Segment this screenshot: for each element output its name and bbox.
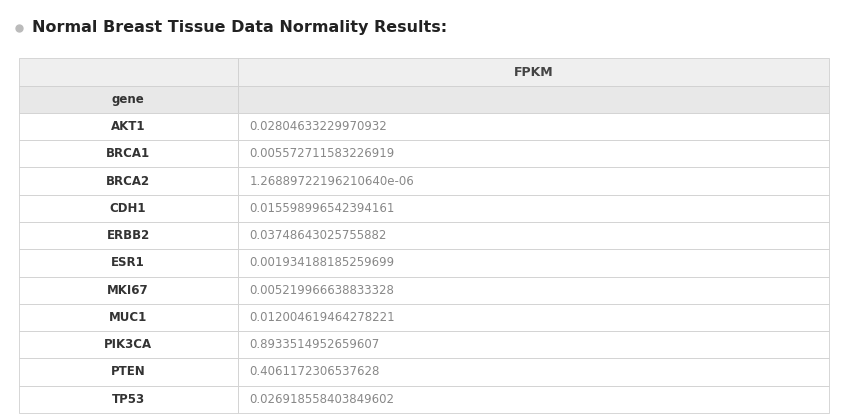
Bar <box>237 85 829 113</box>
Bar <box>237 249 829 276</box>
Text: CDH1: CDH1 <box>110 202 147 215</box>
Bar <box>237 386 829 413</box>
Bar <box>19 249 237 276</box>
Text: 0.012004619464278221: 0.012004619464278221 <box>249 311 395 324</box>
Text: PIK3CA: PIK3CA <box>104 338 152 351</box>
Text: TP53: TP53 <box>112 393 145 406</box>
Bar <box>237 276 829 304</box>
Text: BRCA1: BRCA1 <box>106 147 150 160</box>
Text: ERBB2: ERBB2 <box>107 229 150 242</box>
Text: MKI67: MKI67 <box>108 284 149 296</box>
Text: 0.4061172306537628: 0.4061172306537628 <box>249 365 380 379</box>
Bar <box>237 331 829 358</box>
Bar <box>19 85 237 113</box>
Bar <box>19 304 237 331</box>
Bar <box>19 358 237 386</box>
Text: ESR1: ESR1 <box>111 256 145 269</box>
Text: gene: gene <box>112 93 144 106</box>
Text: 0.005219966638833328: 0.005219966638833328 <box>249 284 394 296</box>
Bar <box>19 386 237 413</box>
Bar <box>237 140 829 168</box>
Text: 1.26889722196210640e-06: 1.26889722196210640e-06 <box>249 175 415 188</box>
Bar <box>237 168 829 195</box>
Bar <box>19 58 237 85</box>
Text: 0.005572711583226919: 0.005572711583226919 <box>249 147 395 160</box>
Text: 0.03748643025755882: 0.03748643025755882 <box>249 229 387 242</box>
Text: MUC1: MUC1 <box>109 311 148 324</box>
Bar <box>237 58 829 85</box>
Text: AKT1: AKT1 <box>111 120 145 133</box>
Text: 0.001934188185259699: 0.001934188185259699 <box>249 256 395 269</box>
Text: 0.026918558403849602: 0.026918558403849602 <box>249 393 394 406</box>
Text: 0.8933514952659607: 0.8933514952659607 <box>249 338 380 351</box>
Bar <box>19 113 237 140</box>
Bar <box>19 195 237 222</box>
Text: BRCA2: BRCA2 <box>106 175 150 188</box>
Bar <box>19 276 237 304</box>
Bar <box>237 222 829 249</box>
Text: PTEN: PTEN <box>111 365 146 379</box>
Bar <box>19 168 237 195</box>
Text: FPKM: FPKM <box>514 65 553 78</box>
Text: Normal Breast Tissue Data Normality Results:: Normal Breast Tissue Data Normality Resu… <box>32 20 448 35</box>
Text: 0.02804633229970932: 0.02804633229970932 <box>249 120 388 133</box>
Bar <box>237 358 829 386</box>
Bar <box>19 140 237 168</box>
Bar <box>237 304 829 331</box>
Text: 0.015598996542394161: 0.015598996542394161 <box>249 202 395 215</box>
Bar <box>237 195 829 222</box>
Bar <box>19 331 237 358</box>
Bar <box>19 222 237 249</box>
Bar <box>237 113 829 140</box>
